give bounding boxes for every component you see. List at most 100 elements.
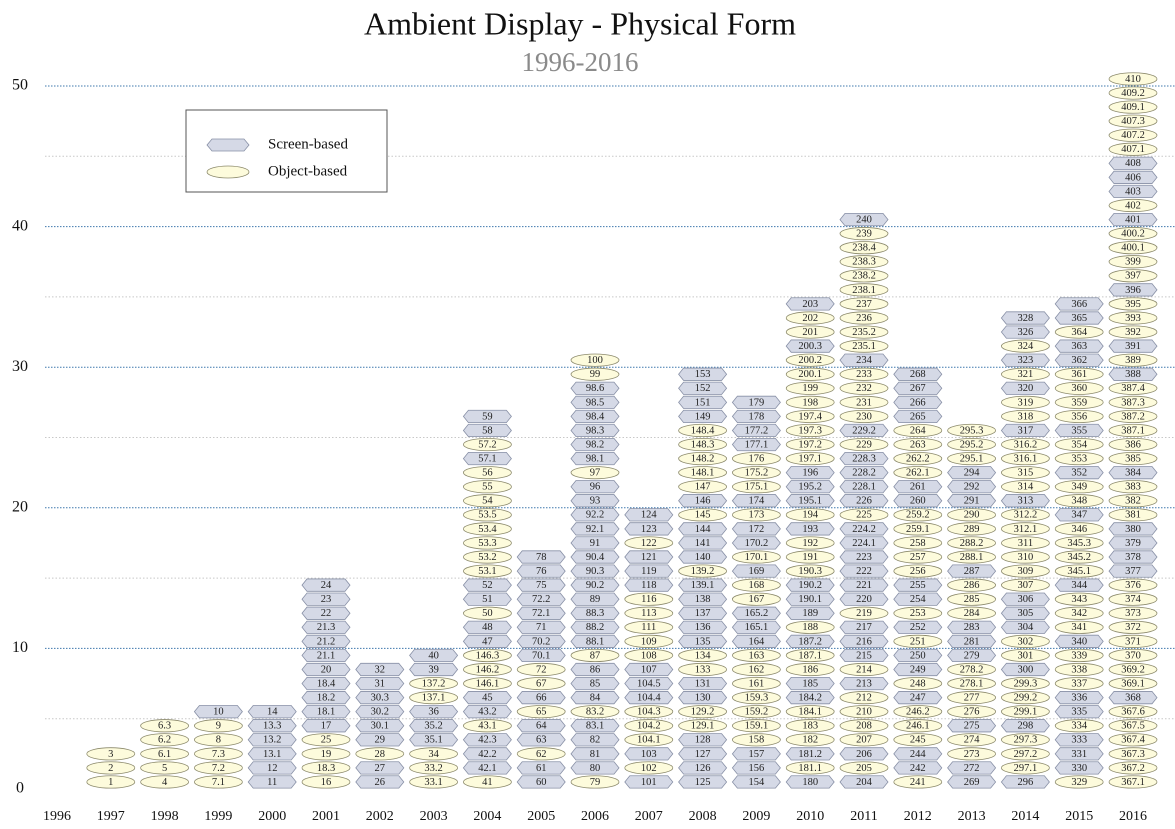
- token-label: 260: [910, 496, 926, 507]
- object-token: [206, 165, 250, 179]
- screen-token: [570, 536, 620, 550]
- object-token: [624, 648, 674, 663]
- token-label: 153: [695, 369, 711, 380]
- screen-token: [839, 536, 889, 550]
- object-token: [785, 648, 835, 663]
- object-token: [839, 297, 889, 311]
- screen-token: [678, 578, 728, 592]
- token-label: 244: [910, 749, 927, 760]
- screen-token: [893, 381, 943, 395]
- object-token: [1108, 494, 1158, 508]
- object-token: [1001, 452, 1050, 466]
- token-label: 32: [375, 664, 386, 675]
- screen-token: [678, 634, 728, 648]
- screen-token: [624, 775, 674, 789]
- token-label: 85: [590, 678, 601, 689]
- screen-token: [785, 578, 835, 592]
- token-label: 66: [536, 693, 547, 704]
- object-token: [839, 508, 889, 522]
- token-label: 297.2: [1014, 749, 1038, 760]
- token-label: 284: [964, 608, 981, 619]
- object-token: [1108, 227, 1158, 241]
- token-label: 253: [910, 608, 926, 619]
- object-token: [1001, 705, 1050, 719]
- token-label: 146.2: [476, 664, 500, 675]
- object-token: [839, 733, 889, 747]
- screen-token: [301, 578, 351, 592]
- object-token: [462, 662, 512, 677]
- token-label: 9: [216, 721, 221, 732]
- object-token: [1108, 634, 1158, 648]
- token-label: 34: [428, 749, 439, 760]
- token-label: 346: [1071, 524, 1087, 535]
- screen-token: [570, 423, 620, 438]
- token-label: 194: [802, 510, 819, 521]
- token-label: 338: [1071, 664, 1087, 675]
- object-token: [1108, 100, 1158, 114]
- object-token: [785, 311, 835, 325]
- token-label: 228.3: [852, 453, 876, 464]
- object-token: [1108, 241, 1158, 255]
- object-token: [839, 269, 889, 283]
- object-token: [462, 550, 512, 564]
- token-label: 366: [1071, 299, 1087, 310]
- token-label: 246.2: [906, 707, 930, 718]
- token-label: 367.6: [1121, 707, 1145, 718]
- token-label: 189: [802, 608, 818, 619]
- screen-token: [409, 662, 459, 677]
- token-label: 21.3: [317, 622, 335, 633]
- token-label: 90.2: [586, 580, 604, 591]
- object-token: [355, 747, 405, 761]
- token-label: 190.2: [798, 580, 822, 591]
- token-label: 129.1: [691, 721, 715, 732]
- screen-token: [947, 494, 997, 508]
- token-label: 13.3: [263, 721, 281, 732]
- token-label: 312.1: [1014, 524, 1038, 535]
- screen-token: [462, 761, 512, 775]
- token-label: 328: [1018, 313, 1034, 324]
- token-label: 161: [749, 678, 765, 689]
- token-label: 256: [910, 566, 926, 577]
- screen-token: [1054, 423, 1104, 438]
- screen-token: [1108, 691, 1158, 705]
- object-token: [785, 550, 835, 564]
- token-label: 147: [695, 482, 711, 493]
- token-label: 26: [375, 777, 386, 788]
- token-label: 231: [856, 397, 872, 408]
- screen-token: [731, 775, 781, 789]
- object-token: [1001, 691, 1050, 705]
- screen-token: [678, 409, 728, 423]
- token-label: 250: [910, 650, 926, 661]
- screen-token: [947, 480, 997, 494]
- token-label: 151: [695, 397, 711, 408]
- object-token: [1054, 676, 1104, 691]
- object-token: [462, 719, 512, 733]
- token-label: 335: [1071, 707, 1087, 718]
- token-label: 99: [590, 369, 601, 380]
- token-label: 30.2: [371, 707, 389, 718]
- token-label: 200.3: [798, 341, 822, 352]
- token-label: 53.2: [478, 552, 496, 563]
- token-label: 42.2: [478, 749, 496, 760]
- token-label: 62: [536, 749, 547, 760]
- object-token: [947, 733, 996, 747]
- screen-token: [678, 592, 728, 606]
- object-token: [785, 437, 835, 452]
- object-token: [732, 508, 781, 522]
- screen-token: [516, 592, 566, 606]
- object-token: [1001, 733, 1050, 747]
- token-label: 233: [856, 369, 872, 380]
- screen-token: [1108, 170, 1158, 184]
- token-label: 326: [1018, 327, 1034, 338]
- object-token: [624, 733, 674, 747]
- token-label: 407.2: [1121, 130, 1145, 141]
- screen-token: [731, 437, 781, 452]
- screen-token: [301, 705, 351, 719]
- token-label: 122: [641, 538, 657, 549]
- token-label: 225: [856, 510, 872, 521]
- token-label: 345.2: [1067, 552, 1091, 563]
- screen-token: [570, 564, 620, 578]
- token-label: 195.1: [798, 496, 822, 507]
- object-token: [732, 480, 781, 494]
- object-token: [1108, 705, 1158, 719]
